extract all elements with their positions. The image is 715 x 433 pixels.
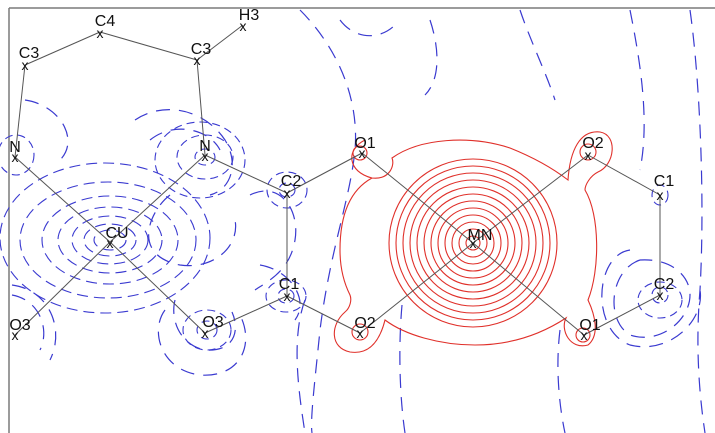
- atom-marker-c4: x: [97, 25, 104, 41]
- atom-label-c1-right: C1: [654, 173, 675, 190]
- atom-marker-c3-right: x: [194, 52, 201, 68]
- atom-label-cu: CU: [105, 225, 128, 242]
- atom-label-n-right: N: [199, 138, 211, 155]
- atom-marker-c3-left: x: [22, 57, 29, 73]
- positive-contours-mn: [333, 131, 613, 353]
- negative-contours-diffuse: [11, 9, 706, 433]
- atom-label-o2-bottom: O2: [354, 315, 375, 332]
- atom-label-c3-right: C3: [191, 41, 212, 58]
- atom-marker-c2-left: x: [284, 185, 291, 201]
- atom-label-c3-left: C3: [19, 45, 40, 62]
- atom-label-o3-left: O3: [9, 317, 30, 334]
- atom-marker-cu: x: [107, 235, 114, 251]
- atom-labels: C4 H3 C3 C3 N N CU O3 O3 C2 C1 O1 O2 MN …: [9, 7, 674, 334]
- atom-marker-c1-right: x: [657, 187, 664, 203]
- bonds: [14, 24, 661, 336]
- atom-marker-o3-left: x: [12, 327, 19, 343]
- atom-marker-n-left: x: [12, 149, 19, 165]
- atom-marker-mn: x: [470, 235, 477, 251]
- atom-marker-c2-right: x: [657, 287, 664, 303]
- atom-label-c2-left: C2: [281, 173, 302, 190]
- atom-marker-c1-left: x: [284, 288, 291, 304]
- atom-label-c2-right: C2: [654, 276, 675, 293]
- atom-label-h3: H3: [239, 7, 260, 24]
- atom-marker-n-right: x: [202, 148, 209, 164]
- atom-label-o2-top: O2: [582, 135, 603, 152]
- atom-marker-o2-top: x: [585, 147, 592, 163]
- atom-label-o1-top: O1: [354, 135, 375, 152]
- atom-marker-o1-bottom: x: [581, 327, 588, 343]
- atom-label-o3-mid: O3: [202, 314, 223, 331]
- atom-markers: x x x x x x x x x x x x x x x x x x: [12, 18, 664, 343]
- atom-label-o1-bottom: O1: [579, 317, 600, 334]
- atom-marker-o2-bottom: x: [357, 325, 364, 341]
- atom-marker-h3: x: [240, 18, 247, 34]
- negative-contours-cu: [0, 162, 211, 314]
- atom-marker-o3-mid: x: [202, 325, 209, 341]
- atom-marker-o1-top: x: [359, 145, 366, 161]
- atom-label-mn: MN: [468, 227, 493, 244]
- atom-label-c4: C4: [95, 13, 116, 30]
- atom-label-n-left: N: [9, 139, 21, 156]
- atom-label-c1-left: C1: [279, 276, 300, 293]
